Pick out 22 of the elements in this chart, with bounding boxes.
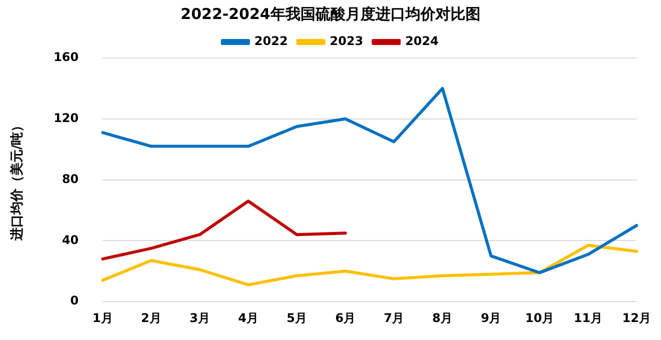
x-tick-label: 9月 xyxy=(480,310,502,325)
x-tick-label: 11月 xyxy=(574,310,602,325)
x-tick-label: 1月 xyxy=(92,310,113,325)
y-tick-label: 0 xyxy=(70,294,79,308)
y-tick-label: 80 xyxy=(62,172,79,186)
y-axis-title: 进口均价（美元/吨） xyxy=(9,118,26,242)
chart-title: 2022-2024年我国硫酸月度进口均价对比图 xyxy=(180,4,480,23)
x-tick-label: 4月 xyxy=(238,310,258,325)
y-tick-label: 40 xyxy=(62,232,79,247)
x-tick-label: 8月 xyxy=(432,310,453,325)
x-tick-label: 2月 xyxy=(141,310,162,325)
x-tick-label: 5月 xyxy=(286,310,308,325)
x-tick-label: 12月 xyxy=(622,310,651,325)
y-tick-label: 160 xyxy=(54,50,79,64)
x-tick-label: 7月 xyxy=(384,310,404,325)
y-tick-label: 120 xyxy=(54,111,79,126)
x-tick-label: 3月 xyxy=(190,310,210,325)
legend-label: 2023 xyxy=(330,34,364,48)
legend-label: 2022 xyxy=(254,34,288,48)
x-tick-label: 6月 xyxy=(335,310,356,325)
x-tick-label: 10月 xyxy=(525,310,554,325)
legend-label: 2024 xyxy=(405,34,439,48)
